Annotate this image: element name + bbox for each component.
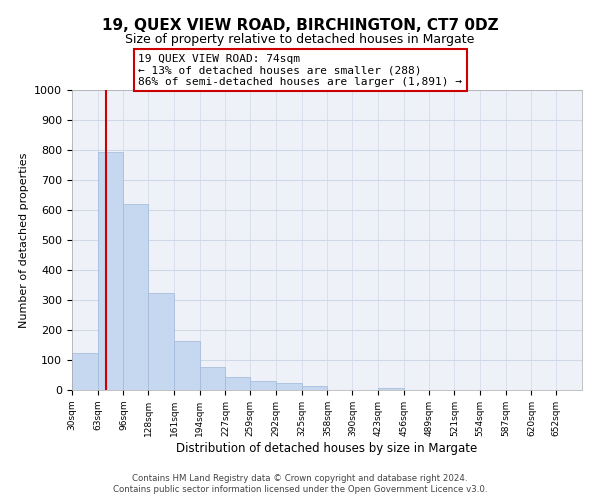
Text: 19, QUEX VIEW ROAD, BIRCHINGTON, CT7 0DZ: 19, QUEX VIEW ROAD, BIRCHINGTON, CT7 0DZ: [101, 18, 499, 32]
Bar: [250, 381, 276, 390]
Bar: [276, 382, 302, 390]
Text: 19 QUEX VIEW ROAD: 74sqm
← 13% of detached houses are smaller (288)
86% of semi-: 19 QUEX VIEW ROAD: 74sqm ← 13% of detach…: [139, 54, 463, 87]
Bar: [378, 388, 404, 390]
Bar: [72, 352, 98, 390]
Text: Contains HM Land Registry data © Crown copyright and database right 2024.
Contai: Contains HM Land Registry data © Crown c…: [113, 474, 487, 494]
Bar: [124, 204, 148, 390]
Bar: [302, 386, 328, 390]
Text: Size of property relative to detached houses in Margate: Size of property relative to detached ho…: [125, 32, 475, 46]
Bar: [174, 342, 200, 390]
Bar: [226, 378, 250, 390]
Bar: [200, 366, 226, 390]
Bar: [148, 292, 174, 390]
Bar: [98, 152, 124, 390]
Y-axis label: Number of detached properties: Number of detached properties: [19, 152, 29, 328]
X-axis label: Distribution of detached houses by size in Margate: Distribution of detached houses by size …: [176, 442, 478, 454]
